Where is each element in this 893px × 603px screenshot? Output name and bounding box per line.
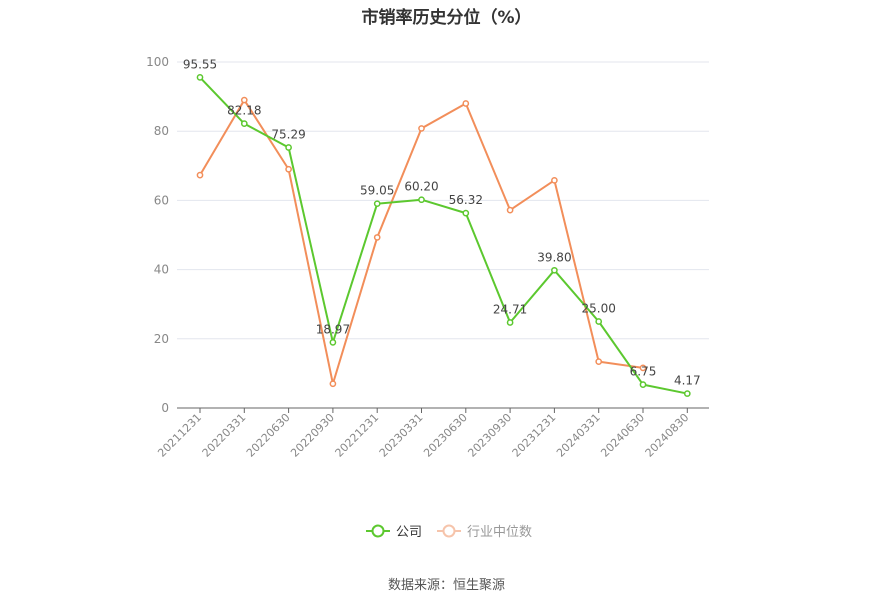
data-label: 25.00: [582, 302, 616, 316]
company-data-point: [551, 266, 558, 274]
data-label: 95.55: [183, 57, 217, 71]
data-label: 24.71: [493, 303, 527, 317]
company-data-point: [595, 318, 603, 325]
industry-data-point: [551, 176, 558, 184]
series-lines: [196, 74, 691, 397]
x-tick-label: 20230331: [377, 411, 426, 460]
company-series-line: [199, 76, 688, 395]
x-tick-label: 20230930: [465, 411, 514, 460]
x-tick-label: 20240630: [598, 411, 647, 460]
x-tick-label: 20230630: [421, 411, 470, 460]
industry-data-point: [285, 165, 292, 173]
data-label: 60.20: [404, 180, 438, 194]
company-data-point: [462, 209, 470, 217]
legend-industry-label: 行业中位数: [467, 525, 532, 540]
data-label: 4.17: [674, 374, 701, 388]
company-data-point: [506, 319, 514, 326]
data-label: 18.97: [316, 322, 350, 336]
company-data-point: [329, 339, 337, 346]
data-label: 75.29: [271, 127, 305, 141]
industry-data-point: [595, 358, 603, 365]
company-data-point: [373, 200, 381, 208]
y-tick-label: 20: [154, 332, 169, 346]
x-tick-label: 20221231: [333, 411, 382, 460]
industry-data-point: [196, 171, 204, 179]
industry-median-series-line: [199, 99, 644, 385]
x-tick-label: 20220630: [244, 411, 293, 460]
x-tick-label: 20211231: [155, 411, 204, 460]
y-tick-label: 80: [154, 124, 169, 138]
data-label: 6.75: [630, 365, 657, 379]
company-data-point: [285, 144, 292, 151]
source-note: 数据来源：恒生聚源: [387, 578, 505, 593]
y-tick-label: 40: [154, 263, 169, 277]
x-tick-label: 20231231: [510, 411, 559, 460]
company-data-point: [240, 120, 248, 128]
industry-data-point: [462, 100, 470, 107]
company-data-point: [683, 390, 691, 397]
x-tick-label: 20240830: [643, 411, 692, 460]
chart-title: 市销率历史分位（%）: [361, 8, 532, 28]
data-label: 82.18: [227, 104, 261, 118]
data-label: 59.05: [360, 184, 394, 198]
industry-data-point: [639, 364, 647, 372]
data-label: 56.32: [449, 193, 483, 207]
legend-company-label: 公司: [396, 525, 422, 540]
legend-company-marker: [371, 524, 385, 538]
data-label: 39.80: [537, 250, 571, 264]
industry-data-point: [418, 125, 425, 132]
industry-data-point: [373, 234, 381, 241]
company-data-point: [639, 381, 647, 388]
x-tick-label: 20240331: [554, 411, 603, 460]
legend-industry-marker: [442, 524, 456, 538]
y-tick-label: 0: [161, 401, 169, 415]
company-data-point: [418, 196, 425, 204]
industry-data-point: [506, 206, 514, 214]
y-tick-label: 60: [154, 193, 169, 207]
x-tick-label: 20220331: [200, 411, 249, 460]
industry-data-point: [329, 380, 337, 388]
data-labels: 95.55 82.18 75.29 18.97 59.05 60.20 56.32 24.71…: [183, 57, 701, 387]
grid-lines: [177, 61, 709, 340]
company-data-point: [196, 74, 204, 81]
y-tick-label: 100: [146, 55, 169, 69]
industry-data-point: [240, 96, 248, 104]
legend: 公司 行业中位数: [366, 524, 532, 540]
x-tick-label: 20220930: [288, 411, 337, 460]
